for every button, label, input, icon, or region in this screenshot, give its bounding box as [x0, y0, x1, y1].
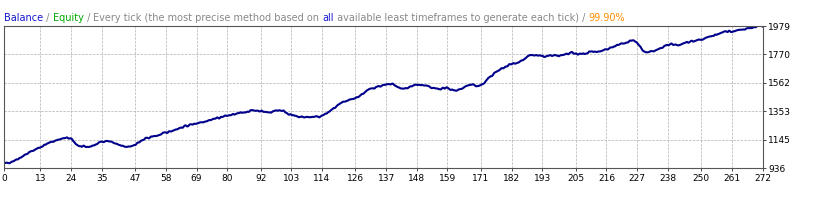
Text: all: all [322, 13, 333, 23]
Text: 99.90%: 99.90% [587, 13, 624, 23]
Text: /: / [43, 13, 52, 23]
Text: /: / [84, 13, 93, 23]
Text: Equity: Equity [52, 13, 84, 23]
Text: Every tick (the most precise method based on: Every tick (the most precise method base… [93, 13, 322, 23]
Text: available least timeframes to generate each tick): available least timeframes to generate e… [333, 13, 578, 23]
Text: /: / [578, 13, 587, 23]
Text: Balance: Balance [4, 13, 43, 23]
